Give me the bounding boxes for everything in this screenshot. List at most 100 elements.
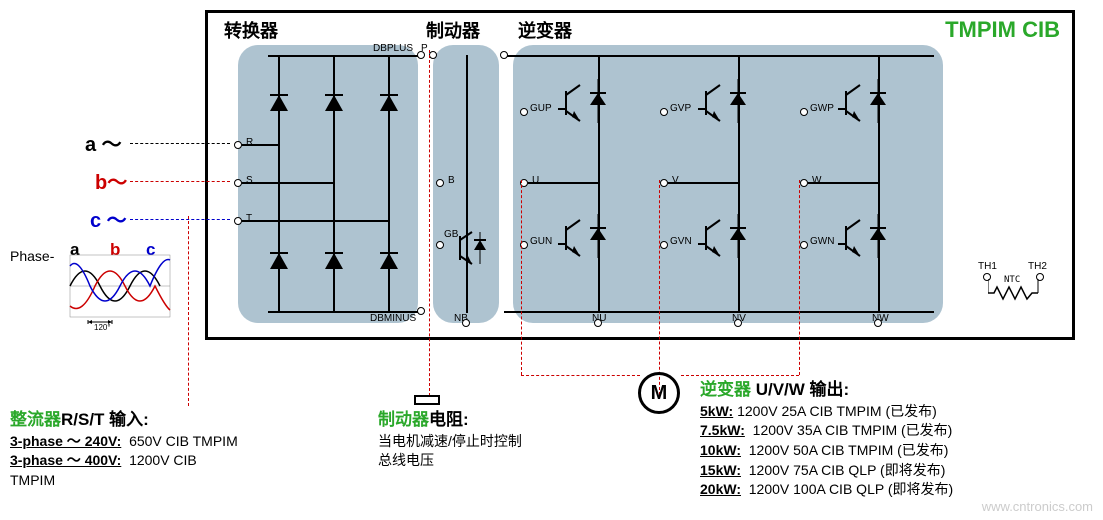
wire-r-in (242, 144, 278, 146)
inv-r0-v: 1200V 25A CIB TMPIM (已发布) (737, 403, 937, 419)
callout-u-h (521, 375, 640, 376)
label-brake-section: 制动器 (426, 17, 480, 43)
callout-w-h (681, 375, 799, 376)
igbt-vp (698, 75, 758, 127)
wire-brake-leg (466, 55, 468, 313)
callout-v-v (659, 180, 660, 395)
motor-label: M (651, 382, 668, 405)
inv-r2-kw: 10kW: (700, 442, 741, 458)
pin-w: W (812, 175, 821, 186)
pin-gwn: GWN (810, 236, 834, 247)
rect-l1-u: 3-phase ～ 240V: (10, 433, 121, 449)
inv-r3-kw: 15kW: (700, 462, 741, 478)
callout-brake-v (429, 50, 430, 396)
term-gwn (800, 241, 808, 249)
brake-title: 制动器 (378, 410, 429, 429)
dashed-b (130, 181, 230, 182)
brake-l2: 总线电压 (378, 451, 598, 471)
term-s (234, 179, 242, 187)
phase-a-label: a ～ (85, 128, 122, 157)
phase-dash-label: Phase- (10, 248, 54, 264)
term-v (660, 179, 668, 187)
wire-u-out (528, 182, 598, 184)
term-inv-p (500, 51, 508, 59)
inverter-block: 逆变器 U/V/W 输出: 5kW: 1200V 25A CIB TMPIM (… (700, 378, 1100, 500)
igbt-wn (838, 210, 898, 262)
igbt-un (558, 210, 618, 262)
inv-r4-kw: 20kW: (700, 481, 741, 497)
brake-block: 制动器电阻: 当电机减速/停止时控制 总线电压 (378, 408, 598, 471)
wire-bot-bus-inv (504, 311, 934, 313)
term-gup (520, 108, 528, 116)
term-w (800, 179, 808, 187)
term-dbminus (417, 307, 425, 315)
callout-u-v (521, 180, 522, 375)
pin-s: S (246, 175, 253, 186)
diode-t-bot (378, 251, 400, 273)
pin-dbminus: DBMINUS (370, 313, 416, 324)
label-inverter-section: 逆变器 (518, 17, 572, 43)
callout-w-v (799, 180, 800, 375)
pin-gun: GUN (530, 236, 552, 247)
pin-t: T (246, 213, 252, 224)
dashed-a (130, 143, 230, 144)
inverter-title2: U/V/W 输出: (751, 380, 849, 399)
wire-top-bus-inv (504, 55, 934, 57)
term-dbplus (417, 51, 425, 59)
rectifier-title2: R/S/T 输入: (61, 410, 149, 429)
wire-v-out (668, 182, 738, 184)
diode-r-top (268, 93, 290, 115)
term-gvn (660, 241, 668, 249)
phase-b-label: b～ (95, 166, 127, 195)
term-gvp (660, 108, 668, 116)
term-gwp (800, 108, 808, 116)
term-nb (462, 319, 470, 327)
brake-l1: 当电机减速/停止时控制 (378, 432, 598, 452)
diode-r-bot (268, 251, 290, 273)
watermark: www.cntronics.com (982, 499, 1093, 514)
wire-t-in (242, 220, 388, 222)
inv-r1-v: 1200V 35A CIB TMPIM (已发布) (753, 422, 953, 438)
term-nu (594, 319, 602, 327)
pin-gvp: GVP (670, 103, 691, 114)
inv-r0-kw: 5kW: (700, 403, 733, 419)
pin-r: R (246, 137, 253, 148)
inv-r3-v: 1200V 75A CIB QLP (即将发布) (749, 462, 946, 478)
pin-dbplus: DBPLUS (373, 43, 413, 54)
diagram-canvas: 转换器 制动器 逆变器 TMPIM CIB R S T (0, 0, 1103, 520)
rectifier-block: 整流器R/S/T 输入: 3-phase ～ 240V: 650V CIB TM… (10, 408, 350, 491)
pin-v: V (672, 175, 679, 186)
callout-rst-v (188, 216, 189, 406)
svg-text:120°: 120° (94, 323, 111, 332)
pin-th2: TH2 (1028, 261, 1047, 272)
module-box: 转换器 制动器 逆变器 TMPIM CIB R S T (205, 10, 1075, 340)
term-p (429, 51, 437, 59)
pin-u: U (532, 175, 539, 186)
term-nw (874, 319, 882, 327)
pin-gvn: GVN (670, 236, 692, 247)
term-t (234, 217, 242, 225)
inv-r2-v: 1200V 50A CIB TMPIM (已发布) (749, 442, 949, 458)
diode-s-top (323, 93, 345, 115)
igbt-brake (452, 228, 492, 268)
wire-w-out (808, 182, 878, 184)
term-b (436, 179, 444, 187)
igbt-vn (698, 210, 758, 262)
wire-s-in (242, 182, 333, 184)
pin-b: B (448, 175, 455, 186)
bg-converter (238, 45, 418, 323)
igbt-wp (838, 75, 898, 127)
label-tmpim-cib: TMPIM CIB (945, 17, 1060, 43)
rect-l2-u: 3-phase ～ 400V: (10, 452, 121, 468)
resistor-symbol (414, 395, 440, 405)
ntc-text: NTC (1004, 275, 1020, 285)
pin-gup: GUP (530, 103, 552, 114)
igbt-up (558, 75, 618, 127)
dashed-c (130, 219, 230, 220)
inv-r4-v: 1200V 100A CIB QLP (即将发布) (749, 481, 953, 497)
label-converter: 转换器 (224, 17, 278, 43)
rectifier-title: 整流器 (10, 410, 61, 429)
term-r (234, 141, 242, 149)
inv-r1-kw: 7.5kW: (700, 422, 745, 438)
rect-l1-v: 650V CIB TMPIM (129, 433, 238, 449)
